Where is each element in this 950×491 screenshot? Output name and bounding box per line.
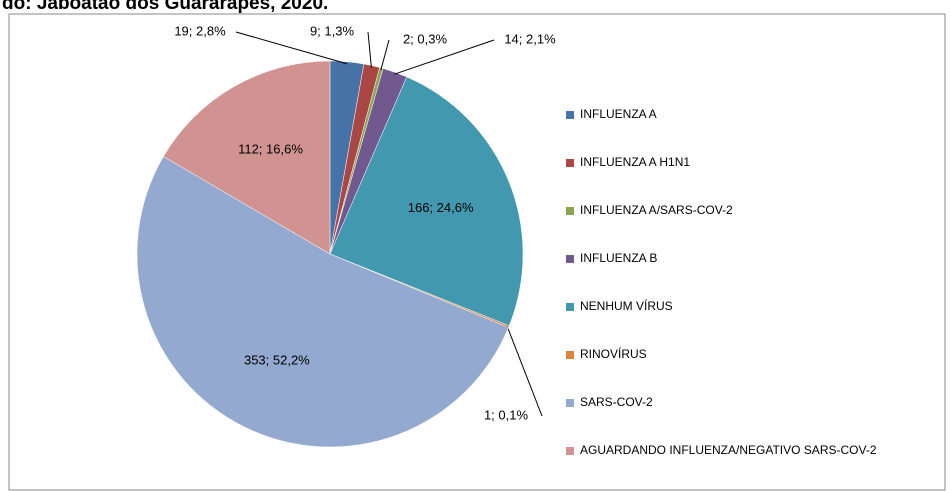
legend-swatch [566, 111, 574, 119]
legend-swatch [566, 447, 574, 455]
legend-label: RINOVÍRUS [580, 346, 647, 361]
data-label: 1; 0,1% [484, 407, 529, 422]
leader-line [394, 39, 495, 75]
data-label: 353; 52,2% [244, 353, 310, 368]
chart-title: do: Jaboatão dos Guararapes, 2020. [2, 0, 328, 14]
data-label: 19; 2,8% [174, 23, 226, 38]
legend-label: INFLUENZA A/SARS-COV-2 [580, 203, 733, 217]
pie-slice [136, 156, 509, 448]
data-label: 112; 16,6% [238, 142, 303, 157]
legend-swatch [566, 351, 574, 359]
data-label: 166; 24,6% [408, 200, 474, 215]
legend-label: INFLUENZA A [580, 107, 657, 121]
data-label: 2; 0,3% [403, 31, 448, 46]
legend-label: SARS-COV-2 [580, 395, 653, 409]
legend-label: AGUARDANDO INFLUENZA/NEGATIVO SARS-COV-2 [580, 443, 877, 457]
leader-line [506, 325, 543, 417]
legend-label: INFLUENZA A H1N1 [580, 155, 690, 169]
legend-swatch [566, 159, 574, 167]
legend-swatch [566, 303, 574, 311]
pie-slice [163, 60, 331, 255]
data-label: 9; 1,3% [310, 23, 355, 38]
legend-swatch [566, 399, 574, 407]
legend-label: INFLUENZA B [580, 251, 657, 265]
data-label: 14; 2,1% [504, 31, 556, 46]
legend-swatch [566, 207, 574, 215]
leader-line [367, 31, 372, 68]
pie-slice [329, 76, 524, 327]
leader-line [380, 39, 390, 71]
legend-swatch [566, 255, 574, 263]
legend-label: NENHUM VÍRUS [580, 298, 673, 313]
leader-line [235, 31, 347, 65]
